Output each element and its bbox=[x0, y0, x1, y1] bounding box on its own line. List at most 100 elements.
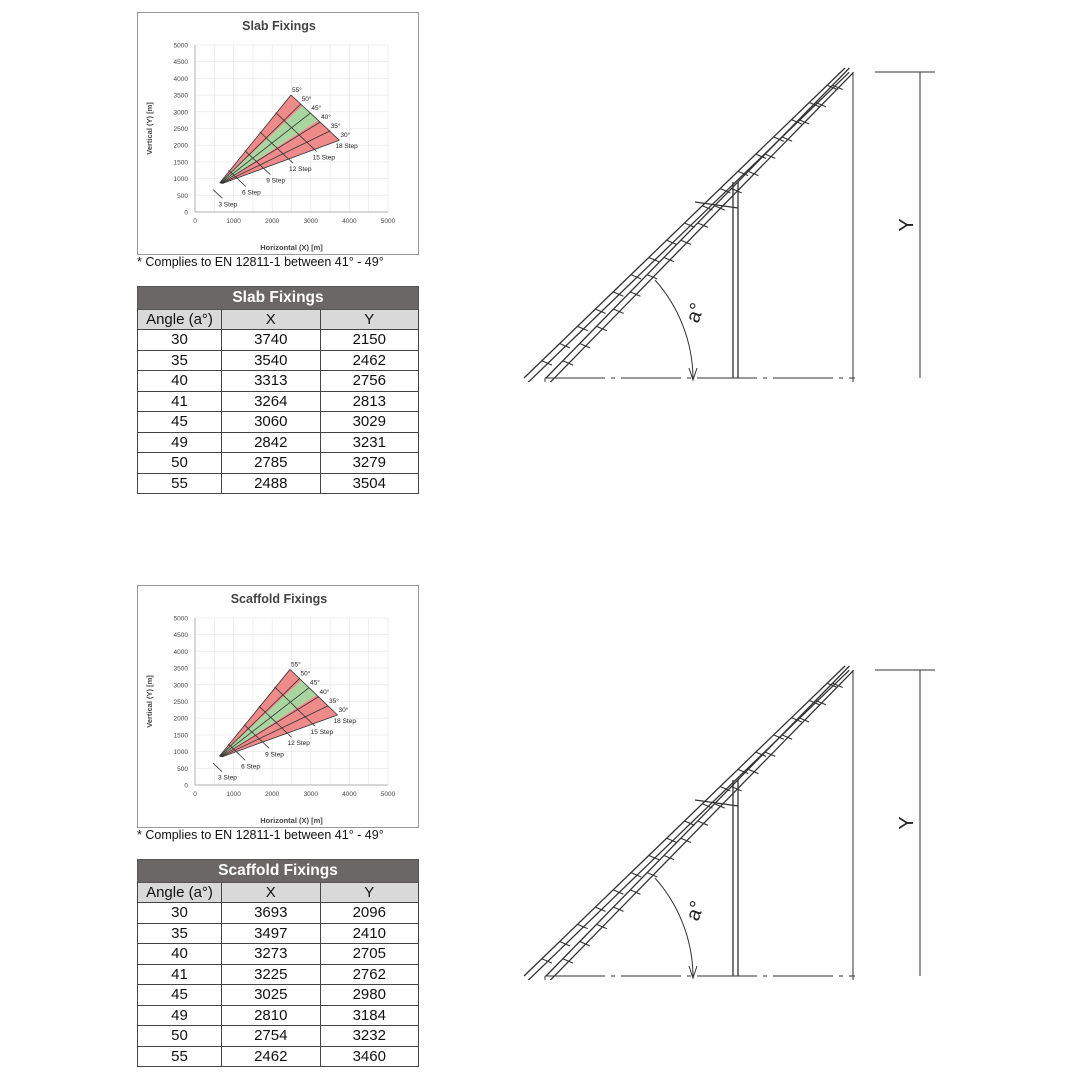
y-tick-label: 3000 bbox=[174, 109, 189, 116]
step-arc bbox=[212, 189, 223, 199]
cell-x: 3497 bbox=[221, 922, 321, 944]
x-tick-label: 2000 bbox=[265, 791, 280, 798]
cell-angle: 40 bbox=[137, 943, 222, 965]
ladder-rung bbox=[714, 205, 725, 211]
x-tick-label: 1000 bbox=[226, 218, 241, 225]
ladder-rail bbox=[549, 71, 855, 382]
y-tick-label: 3500 bbox=[174, 666, 189, 673]
ladder-rung bbox=[648, 256, 660, 263]
table-row: 41 3264 2813 bbox=[137, 390, 419, 412]
ladder-rung bbox=[815, 101, 827, 108]
ladder-rung bbox=[648, 854, 660, 861]
angle-ray bbox=[219, 94, 292, 184]
cell-y: 2410 bbox=[319, 922, 419, 944]
ladder-rung bbox=[684, 820, 695, 826]
table-row: 55 2488 3504 bbox=[137, 472, 419, 494]
y-axis-label: Vertical (Y) [m] bbox=[145, 102, 154, 155]
cell-angle: 41 bbox=[137, 963, 222, 985]
cell-y: 3460 bbox=[319, 1045, 419, 1067]
col-header-x: X bbox=[221, 309, 321, 330]
ladder-rung bbox=[832, 682, 843, 689]
ladder-diagram: a°XY bbox=[523, 665, 935, 980]
y-tick-label: 3000 bbox=[174, 682, 189, 689]
y-tick-label: 2500 bbox=[174, 699, 189, 706]
table-row: 50 2754 3232 bbox=[137, 1025, 419, 1047]
non-compliant-region-low bbox=[221, 120, 340, 184]
ladder-rung bbox=[541, 360, 553, 366]
y-tick-label: 3500 bbox=[174, 93, 189, 100]
x-axis-label: Horizontal (X) [m] bbox=[260, 243, 323, 252]
step-arc bbox=[275, 112, 317, 152]
table-row: 49 2810 3184 bbox=[137, 1004, 419, 1026]
cell-y: 2705 bbox=[319, 943, 419, 965]
angle-arc bbox=[654, 279, 694, 379]
angle-ray bbox=[220, 112, 311, 184]
step-arc bbox=[259, 131, 294, 164]
table-body: 30 3693 2096 35 3497 2410 40 3273 2705 41 3225 2762… bbox=[137, 902, 419, 1067]
angle-label: a° bbox=[682, 300, 709, 325]
col-header-angle: Angle (a°) bbox=[137, 882, 222, 903]
angle-arrowhead bbox=[688, 367, 698, 382]
ladder-rung bbox=[781, 734, 793, 740]
cell-x: 2785 bbox=[221, 452, 321, 474]
ladder-rail bbox=[527, 669, 850, 980]
angle-label: 30° bbox=[340, 131, 350, 139]
cell-x: 2754 bbox=[221, 1025, 321, 1047]
x-tick-label: 3000 bbox=[304, 218, 319, 225]
y-tick-label: 2000 bbox=[174, 143, 189, 150]
cell-angle: 45 bbox=[137, 411, 222, 433]
angle-label: 55° bbox=[292, 86, 302, 94]
step-label: 3 Step bbox=[218, 201, 237, 208]
cell-y: 2462 bbox=[319, 349, 419, 371]
table-body: 30 3740 2150 35 3540 2462 40 3313 2756 41 3264 2813… bbox=[137, 329, 419, 494]
ladder-rung bbox=[562, 360, 574, 366]
step-arc bbox=[290, 94, 340, 141]
ladder-rung bbox=[697, 820, 709, 826]
angle-label: 45° bbox=[310, 679, 320, 687]
angle-ray bbox=[221, 130, 330, 184]
step-arc bbox=[274, 686, 315, 727]
ladder-rail bbox=[549, 669, 855, 980]
cell-angle: 49 bbox=[137, 431, 222, 453]
cell-angle: 35 bbox=[137, 922, 222, 944]
y-tick-label: 1000 bbox=[174, 749, 189, 756]
step-arc bbox=[289, 669, 338, 716]
angle-arc bbox=[654, 877, 694, 977]
angle-label: 55° bbox=[291, 660, 301, 668]
cell-y: 2150 bbox=[319, 329, 419, 351]
step-arc bbox=[212, 762, 223, 772]
x-tick-label: 5000 bbox=[381, 218, 396, 225]
ladder-rail bbox=[527, 71, 850, 382]
scaffold-fixings-chart: Scaffold Fixings 0 500 1000 1500 2000 2500 3000… bbox=[137, 585, 419, 828]
col-header-y: Y bbox=[319, 882, 419, 903]
support-brace bbox=[694, 799, 739, 807]
angle-ray bbox=[219, 678, 300, 757]
table-row: 30 3693 2096 bbox=[137, 902, 419, 924]
cell-x: 3693 bbox=[221, 902, 321, 924]
slab-fixings-panel: Slab Fixings 0 500 1000 1500 2000 2500 3000 3500… bbox=[137, 12, 935, 494]
slab-fixings-table: Slab Fixings Angle (a°) X Y 30 3740 2150 35… bbox=[137, 286, 419, 494]
angle-ray bbox=[219, 687, 310, 757]
step-label: 18 Step bbox=[335, 143, 358, 150]
cell-y: 3231 bbox=[319, 431, 419, 453]
step-label: 9 Step bbox=[265, 751, 284, 758]
cell-x: 3313 bbox=[221, 370, 321, 392]
step-label: 6 Step bbox=[241, 763, 260, 770]
cell-y: 3232 bbox=[319, 1025, 419, 1047]
y-tick-label: 4000 bbox=[174, 76, 189, 83]
step-label: 3 Step bbox=[218, 775, 237, 782]
cell-angle: 40 bbox=[137, 370, 222, 392]
x-tick-label: 5000 bbox=[381, 791, 396, 798]
step-label: 12 Step bbox=[288, 740, 311, 747]
scaffold-fixings-table: Scaffold Fixings Angle (a°) X Y 30 3693 20… bbox=[137, 859, 419, 1067]
non-compliant-region-high bbox=[219, 669, 302, 757]
step-arc bbox=[228, 170, 247, 187]
cell-angle: 50 bbox=[137, 1025, 222, 1047]
step-arc bbox=[244, 150, 271, 175]
compliance-note: * Complies to EN 12811-1 between 41° - 4… bbox=[137, 828, 384, 842]
step-arc bbox=[243, 724, 270, 749]
angle-ray bbox=[220, 121, 321, 184]
ladder-rung bbox=[737, 768, 749, 775]
cell-y: 2762 bbox=[319, 963, 419, 985]
slab-fixings-chart: Slab Fixings 0 500 1000 1500 2000 2500 3000 3500… bbox=[137, 12, 419, 255]
